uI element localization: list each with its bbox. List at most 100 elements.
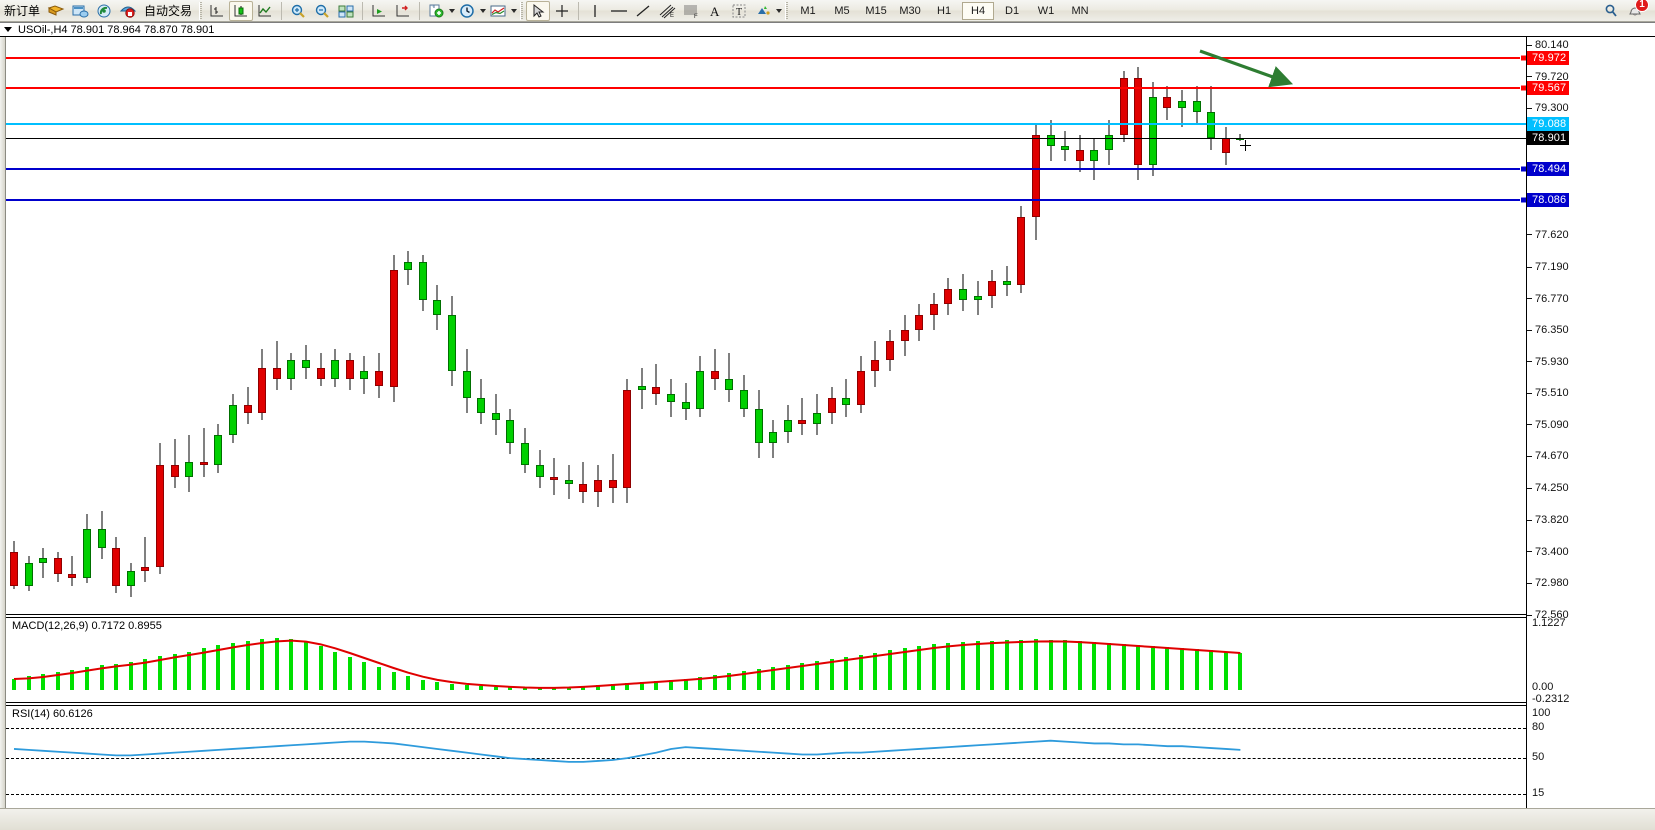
timeframe-w1[interactable]: W1 [1037,4,1055,17]
price-tag-support[interactable]: 78.494 [1527,161,1570,176]
indicators-dropdown-icon[interactable] [511,8,518,13]
trendline-icon[interactable] [631,1,655,21]
crosshair-icon[interactable] [550,1,574,21]
chart-shift-icon[interactable] [367,1,391,21]
period-clock-icon[interactable] [455,1,479,21]
price-tag-resistance[interactable]: 79.972 [1527,50,1570,65]
autotrade-label[interactable]: 自动交易 [144,3,193,18]
tile-windows-icon[interactable] [334,1,358,21]
macd-histogram-bar [158,655,162,690]
candlestick [506,409,515,455]
timeframe-m15[interactable]: M15 [865,4,887,17]
macd-histogram-bar [493,686,498,690]
period-dropdown-icon[interactable] [480,8,487,13]
autotrade-icon[interactable] [116,1,140,21]
terminal-icon[interactable] [68,1,92,21]
candle-body [813,412,821,425]
new-chart-icon[interactable] [424,1,448,21]
candle-body [243,405,252,413]
timeframe-m1[interactable]: M1 [800,4,816,17]
timeframe-m5[interactable]: M5 [834,4,850,17]
bar-chart-icon[interactable] [205,1,229,21]
candlestick [83,514,91,584]
level-drag-handle[interactable] [1520,54,1526,62]
candle-body [1017,217,1026,286]
price-tag-support[interactable]: 78.086 [1527,192,1570,207]
navigator-icon[interactable] [92,1,116,21]
candlestick [900,315,909,357]
auto-scroll-icon[interactable] [391,1,415,21]
candle-body [856,371,865,406]
candlestick [448,296,456,387]
candlestick [1032,123,1040,240]
hline-icon[interactable] [607,1,631,21]
candle-body [769,431,778,443]
candle-body [1192,100,1201,113]
rsi-pane[interactable]: RSI(14) 60.6126 [6,705,1526,813]
rsi-scale-50: 50 [1532,751,1545,763]
candle-body [10,551,18,586]
macd-histogram-bar [1121,644,1126,690]
macd-histogram-bar [187,651,192,690]
level-drag-handle[interactable] [1520,196,1526,204]
macd-histogram-bar [128,661,133,690]
candlestick [725,352,734,402]
candlestick-icon[interactable] [229,0,254,21]
candlestick [827,386,836,425]
price-tag-resistance[interactable]: 79.567 [1527,81,1570,96]
candlestick [97,510,106,560]
svg-text:A: A [710,4,720,19]
price-scale[interactable]: 80.14079.72079.30078.88078.46078.04077.6… [1526,37,1655,830]
rsi-oversold-line [6,794,1526,795]
candle-body [1221,138,1230,154]
timeframe-m30[interactable]: M30 [899,4,921,17]
candlestick [229,394,237,443]
cursor-icon[interactable] [526,0,551,21]
macd-histogram-bar [1223,651,1228,690]
timeframe-h1[interactable]: H1 [937,4,952,17]
macd-histogram-bar [406,676,411,690]
price-tag-last[interactable]: 78.901 [1527,131,1570,146]
candlestick [462,348,471,413]
price-chart-pane[interactable] [6,37,1526,615]
candle-body [1134,78,1143,165]
indicators-icon[interactable] [486,1,510,21]
search-icon[interactable] [1599,1,1623,21]
objects-icon[interactable] [751,1,775,21]
candle-body [68,574,77,579]
objects-dropdown-icon[interactable] [776,8,783,13]
chart-menu-caret-icon[interactable] [4,27,12,32]
folder-icon[interactable] [44,1,68,21]
macd-pane[interactable]: MACD(12,26,9) 0.7172 0.8955 [6,617,1526,703]
candle-body [112,548,121,586]
candlestick [418,254,427,312]
vline-icon[interactable] [583,1,607,21]
macd-histogram-bar [917,646,922,690]
candlestick [302,345,310,379]
level-drag-handle[interactable] [1520,165,1526,173]
candlestick [959,273,967,312]
equidistant-channel-icon[interactable]: E [655,1,679,21]
alert-bell-icon[interactable]: 1 [1623,0,1649,21]
timeframe-d1[interactable]: D1 [1005,4,1020,17]
line-chart-icon[interactable] [253,1,277,21]
fibonacci-icon[interactable]: F [679,1,703,21]
candlestick [1221,127,1230,165]
zoom-out-icon[interactable] [310,1,334,21]
chart-title-bar[interactable]: USOil-,H4 78.901 78.964 78.870 78.901 [0,23,1655,37]
candlestick [141,536,150,582]
timeframe-h4[interactable]: H4 [962,1,995,20]
price-tag-bid[interactable]: 79.088 [1527,117,1570,132]
timeframe-mn[interactable]: MN [1071,4,1089,17]
new-order-button[interactable]: 新订单 [4,3,41,18]
text-label-icon[interactable]: T [727,1,751,21]
candlestick [24,555,33,591]
zoom-in-icon[interactable] [286,1,310,21]
text-icon[interactable]: A [703,1,727,21]
rsi-line [13,739,1241,763]
new-chart-dropdown-icon[interactable] [449,8,456,13]
candlestick [170,439,179,488]
candle-body [667,394,675,402]
level-drag-handle[interactable] [1520,84,1526,92]
rsi-scale-80: 80 [1532,721,1545,733]
